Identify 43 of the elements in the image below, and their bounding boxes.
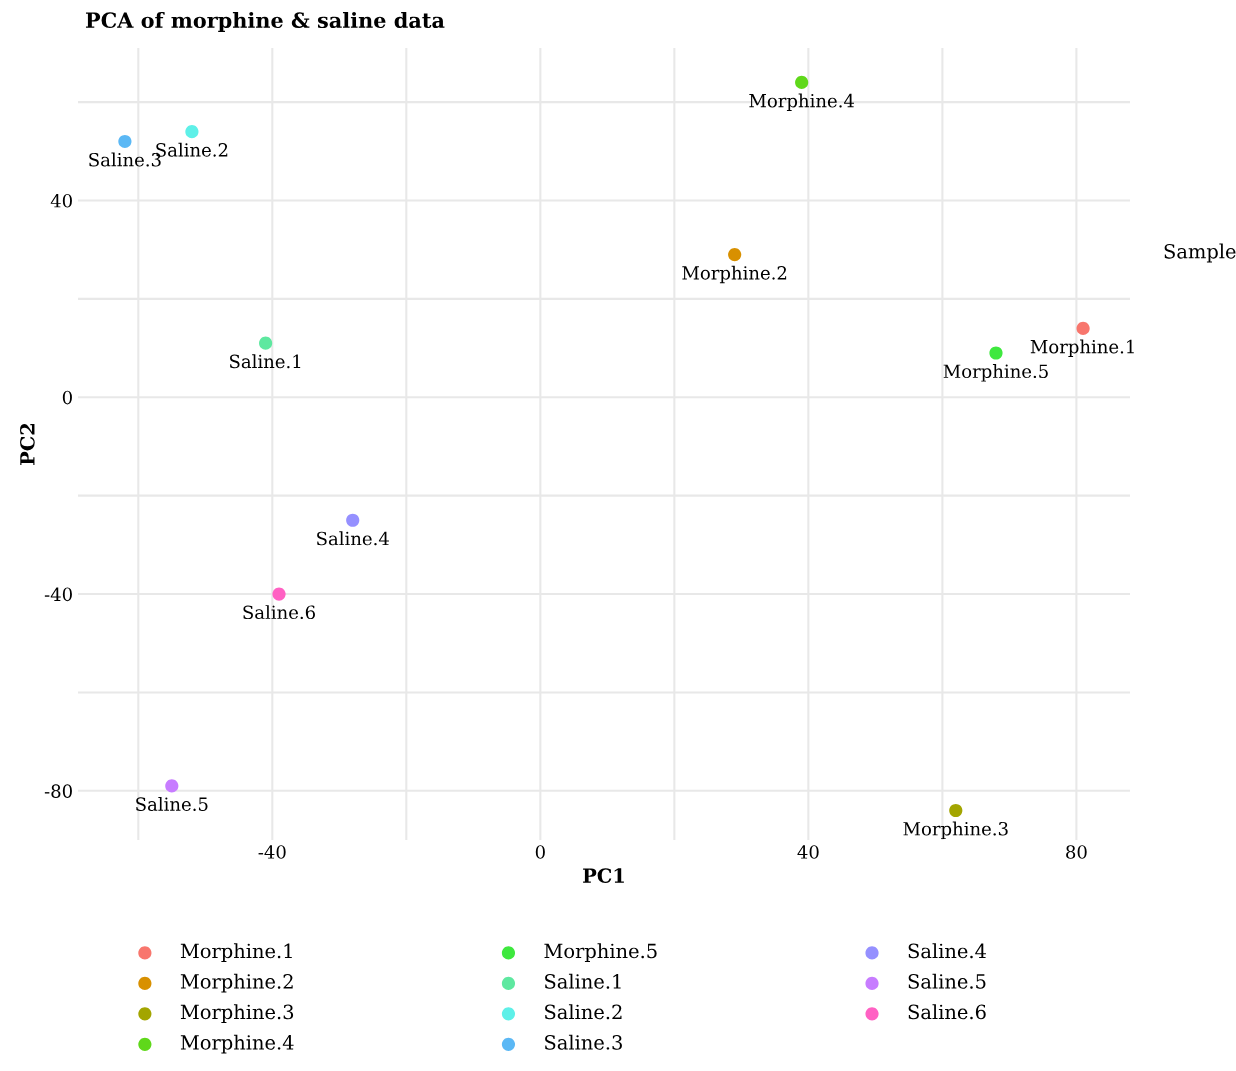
text: Morphine.1: [1030, 339, 1134, 357]
point: [949, 803, 963, 818]
point: [185, 125, 199, 139]
y-tick-label: -80: [44, 784, 72, 798]
point: [272, 587, 286, 601]
legend-label: Morphine.5: [544, 943, 657, 963]
x-tick-label: 0: [535, 845, 545, 859]
legend-label: Morphine.4: [180, 1034, 294, 1054]
y-tick-label: 0: [62, 390, 72, 405]
text: Saline.4: [317, 531, 389, 546]
text: Morphine.3: [903, 821, 1008, 840]
legend-label: Saline.6: [908, 1004, 986, 1020]
text: Morphine.5: [943, 364, 1048, 382]
point: [795, 75, 809, 90]
legend-label: Saline.2: [545, 1004, 622, 1020]
legend-label: Morphine.3: [180, 1004, 294, 1024]
text: Morphine.4: [749, 93, 855, 112]
point: [259, 336, 273, 350]
point: [165, 779, 179, 793]
y-tick-label: 40: [50, 193, 72, 208]
text: Saline.5: [136, 797, 208, 811]
legend-label: Saline.4: [908, 943, 986, 959]
point: [728, 248, 742, 262]
legend-label: Saline.5: [908, 973, 986, 989]
x-axis-title: PC1: [583, 868, 624, 883]
point: [989, 346, 1003, 360]
x-tick-label: 40: [797, 845, 819, 859]
chart-title: PCA of morphine & saline data: [85, 11, 445, 33]
x-tick-label: 80: [1066, 845, 1087, 859]
y-tick-label: -40: [44, 587, 72, 602]
x-tick-label: -40: [258, 845, 286, 859]
text: Morphine.2: [682, 265, 787, 284]
text: Saline.1: [230, 354, 301, 369]
legend-label: Morphine.1: [180, 943, 292, 963]
point: [118, 134, 132, 149]
y-axis-title: PC2: [20, 423, 35, 465]
text: Saline.6: [243, 605, 315, 620]
point: [1076, 321, 1090, 335]
legend-title: Sample: [1164, 243, 1236, 263]
legend-label: Saline.3: [545, 1034, 622, 1050]
legend-label: Morphine.2: [180, 973, 293, 993]
point: [346, 513, 360, 527]
legend-label: Saline.1: [545, 973, 621, 989]
